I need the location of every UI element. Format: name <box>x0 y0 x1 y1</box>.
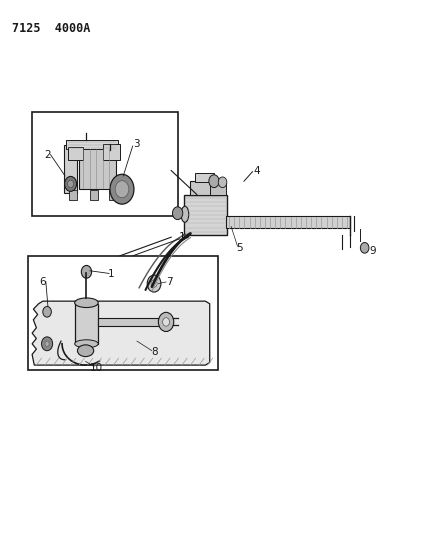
Text: 3: 3 <box>134 139 140 149</box>
Text: 8: 8 <box>151 347 158 357</box>
Circle shape <box>43 306 51 317</box>
Circle shape <box>81 265 92 278</box>
Bar <box>68 147 83 160</box>
Bar <box>32 112 178 216</box>
Text: 1: 1 <box>108 270 115 279</box>
Bar <box>103 144 120 160</box>
Circle shape <box>45 341 49 346</box>
Ellipse shape <box>181 206 189 222</box>
Circle shape <box>218 177 227 188</box>
Circle shape <box>209 175 219 188</box>
Circle shape <box>360 243 369 253</box>
Circle shape <box>42 337 53 351</box>
Text: 1: 1 <box>178 232 185 242</box>
Bar <box>226 216 350 228</box>
Text: 7: 7 <box>166 278 172 287</box>
Circle shape <box>110 174 134 204</box>
Bar <box>64 145 77 193</box>
Polygon shape <box>32 301 210 365</box>
Bar <box>66 140 118 149</box>
Ellipse shape <box>75 298 98 308</box>
Bar <box>69 190 77 200</box>
Text: 2: 2 <box>44 150 51 159</box>
Bar <box>109 190 117 200</box>
Bar <box>28 256 218 370</box>
Text: 4: 4 <box>253 166 260 175</box>
Text: 7125  4000A: 7125 4000A <box>12 22 90 35</box>
Bar <box>190 181 220 195</box>
Text: 9: 9 <box>369 246 376 255</box>
Circle shape <box>158 312 174 332</box>
Circle shape <box>147 275 161 292</box>
Bar <box>90 190 98 200</box>
Circle shape <box>172 207 183 220</box>
Ellipse shape <box>75 340 98 348</box>
Bar <box>79 147 116 189</box>
Circle shape <box>151 280 157 287</box>
Ellipse shape <box>77 345 94 357</box>
Text: 10: 10 <box>90 363 103 373</box>
Bar <box>98 318 164 326</box>
Bar <box>195 173 214 182</box>
Bar <box>184 195 227 235</box>
Text: 6: 6 <box>39 278 46 287</box>
Bar <box>210 183 226 195</box>
Circle shape <box>115 181 129 198</box>
Text: 5: 5 <box>236 243 243 253</box>
Bar <box>75 304 98 344</box>
Circle shape <box>68 180 74 188</box>
Circle shape <box>65 176 77 191</box>
Circle shape <box>163 318 169 326</box>
